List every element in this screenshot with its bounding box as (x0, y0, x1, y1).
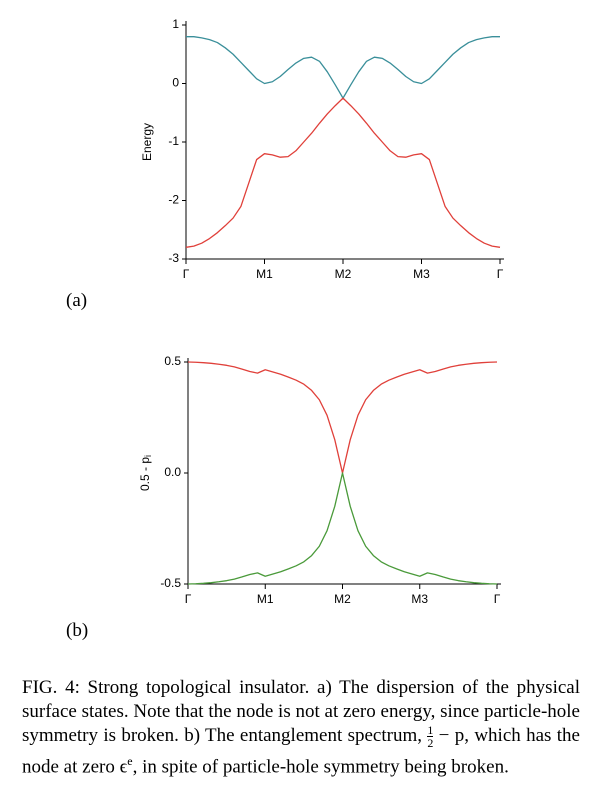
y-axis-label-text: 0.5 - p (138, 457, 152, 491)
numerator: 1 (427, 723, 434, 738)
y-tick-label: -2 (168, 193, 179, 207)
y-tick-label: -3 (168, 251, 179, 265)
y-tick-label: 0.5 (164, 354, 181, 368)
data-line (187, 361, 498, 474)
x-tick-label: M3 (413, 267, 430, 281)
caption-text: , in spite of particle-hole symmetry bei… (132, 756, 509, 778)
x-tick-label: M2 (335, 267, 352, 281)
y-tick-label: -0.5 (160, 576, 181, 590)
x-tick-label: Γ (185, 592, 192, 606)
data-line (187, 472, 498, 585)
y-tick-label: 0 (172, 76, 179, 90)
y-axis-label: 0.5 - pi (138, 455, 153, 491)
x-tick-label: Γ (494, 592, 501, 606)
data-line (185, 97, 501, 248)
panel-label: (b) (66, 620, 89, 641)
y-tick-label: 0.0 (164, 465, 181, 479)
x-tick-label: Γ (497, 267, 504, 281)
superscript: e (127, 754, 133, 769)
y-axis-label-subscript: i (143, 455, 153, 457)
caption-text: − p, which has the node at zero ϵ (22, 725, 580, 778)
x-tick-label: M3 (411, 592, 428, 606)
y-axis-label: Energy (140, 123, 154, 161)
y-axis-label-text: Energy (140, 123, 154, 161)
data-line (186, 36, 500, 99)
caption-text: FIG. 4: Strong topological insulator. a)… (22, 677, 580, 746)
panel-label: (a) (66, 290, 88, 311)
x-tick-label: Γ (183, 267, 190, 281)
caption: FIG. 4: Strong topological insulator. a)… (22, 676, 580, 779)
figure: 1 0 -1 -2 -3 Γ M1 M2 M3 Γ Energy 0.5 0.0 -0.5 Γ M1 M2 M3 Γ… (138, 17, 504, 606)
y-tick-label: 1 (172, 17, 179, 31)
x-tick-label: M1 (257, 592, 274, 606)
x-tick-label: M1 (256, 267, 273, 281)
x-tick-label: M2 (334, 592, 351, 606)
y-tick-label: -1 (168, 134, 179, 148)
denominator: 2 (427, 736, 434, 751)
